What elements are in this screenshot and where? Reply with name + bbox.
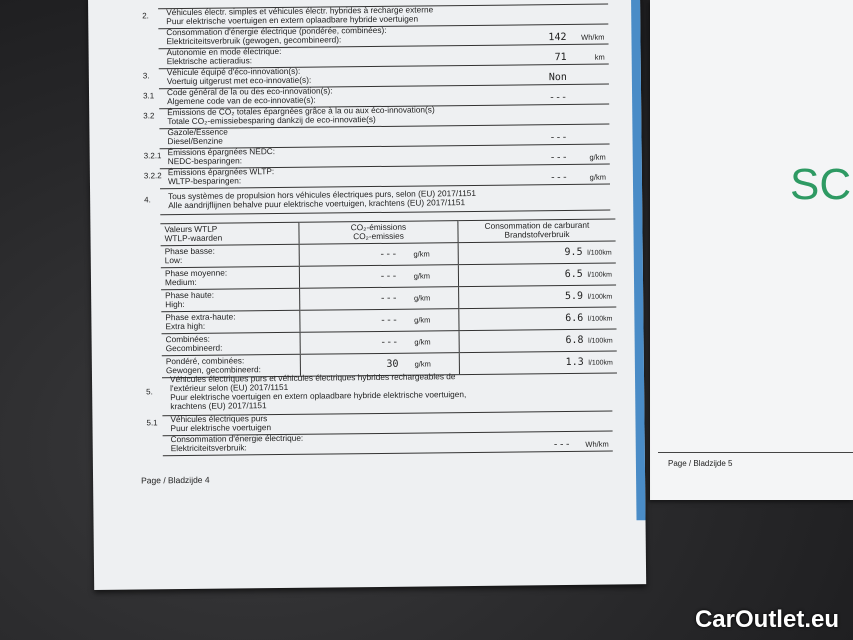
- co2-unit: g/km: [413, 271, 430, 281]
- row-number: 3.2.2: [143, 171, 162, 181]
- row-number: 3.2.1: [143, 151, 162, 161]
- co2-unit: g/km: [413, 249, 430, 259]
- co2-unit: g/km: [414, 359, 431, 369]
- co2-value: ---: [379, 270, 398, 282]
- form-row: 3.2.2 Émissions épargnées WLTP: WLTP-bespa…: [144, 163, 611, 190]
- row-number: 2.: [142, 11, 149, 21]
- row-text: WLTP-besparingen:: [167, 175, 242, 187]
- row-text: Totale CO₂-emissiebesparing dankzij de e…: [167, 113, 376, 127]
- row-text: Elektriciteitsverbruik:: [170, 442, 247, 454]
- row-text: Elektriciteitsverbruik (gewogen, gecombi…: [166, 34, 342, 47]
- row-value: ---: [548, 0, 566, 3]
- co2-value: ---: [379, 248, 398, 260]
- row-unit: km: [594, 52, 605, 62]
- watermark-logo: CarOutlet.eu: [694, 606, 839, 633]
- page-5-footer: Page / Bladzijde 5: [668, 459, 733, 468]
- header-co2: CO₂-emissies: [353, 230, 404, 242]
- co2-value: ---: [380, 336, 399, 348]
- row-text: Algemene code van de eco-innovatie(s):: [167, 94, 316, 107]
- row-text: Diesel/Benzine: [167, 135, 223, 147]
- page-5: SC Page / Bladzijde 5: [650, 0, 853, 500]
- row-number: 4.: [144, 195, 151, 205]
- phase-label: Medium:: [164, 276, 197, 288]
- fuel-unit: l/100km: [587, 315, 613, 323]
- row-value: ---: [549, 171, 568, 184]
- form-row: Consommation d'énergie électrique: Elektr…: [162, 430, 613, 457]
- fuel-value: 9.5: [564, 246, 583, 258]
- co2-value: ---: [379, 314, 399, 326]
- row-unit: Wh/km: [585, 439, 609, 449]
- page-5-heading: SC: [790, 160, 852, 209]
- fuel-unit: l/100km: [587, 293, 613, 301]
- row-text: Puur elektrische voertuigen: [170, 422, 272, 434]
- phase-label: High:: [165, 299, 185, 310]
- row-text: NEDC-besparingen:: [167, 155, 243, 167]
- header-label: WTLP-waarden: [164, 232, 223, 244]
- form-row: 5. Véhicules électriques purs et véhicule…: [146, 370, 613, 417]
- row-unit: Wh/km: [581, 32, 605, 42]
- co2-unit: g/km: [413, 293, 431, 303]
- fuel-unit: l/100km: [588, 359, 613, 367]
- co2-value: ---: [379, 292, 398, 304]
- co2-unit: g/km: [414, 315, 431, 325]
- fuel-unit: l/100km: [587, 249, 612, 257]
- row-number: 3.: [142, 71, 150, 81]
- form-row: 4. Tous systèmes de propulsion hors véhic…: [144, 187, 611, 216]
- co2-value: 30: [386, 358, 399, 370]
- phase-label: Low:: [164, 255, 183, 266]
- fuel-unit: l/100km: [587, 271, 612, 279]
- row-value: Non: [548, 71, 567, 84]
- fuel-value: 5.9: [564, 290, 584, 302]
- row-unit: g/km: [589, 152, 606, 162]
- row-text: Elektrische actieradius:: [166, 55, 253, 67]
- header-fuel: Brandstofverbruik: [504, 228, 570, 240]
- row-text: Puur elektrische voertuigen en extern op…: [166, 13, 419, 27]
- row-number: 5.: [146, 387, 153, 397]
- row-text: Voertuig uitgerust met eco-innovatie(s):: [166, 74, 312, 87]
- page-4-footer: Page / Bladzijde 4: [141, 474, 210, 486]
- row-value: 71: [554, 51, 567, 64]
- page-4: Verificatiefactor:---2.Véhicules électr.…: [88, 0, 647, 590]
- row-text: Alle aandrijflijnen behalve puur elektri…: [168, 197, 466, 211]
- row-value: ---: [548, 91, 568, 104]
- row-number: 3.2: [143, 111, 155, 121]
- row-value: ---: [552, 438, 571, 451]
- row-value: 142: [548, 31, 567, 44]
- row-number: 5.1: [146, 418, 158, 428]
- row-text: krachtens (EU) 2017/1151: [170, 400, 267, 412]
- fuel-value: 1.3: [565, 356, 584, 368]
- co2-unit: g/km: [414, 337, 431, 347]
- page-5-footer-rule: [658, 452, 853, 453]
- row-value: ---: [549, 131, 568, 144]
- fuel-value: 6.5: [564, 268, 583, 280]
- row-number: 3.1: [143, 91, 155, 101]
- fuel-value: 6.6: [565, 312, 584, 324]
- phase-label: Extra high:: [165, 320, 206, 332]
- row-unit: g/km: [589, 172, 606, 182]
- wltp-table: Valeurs WTLP WTLP-waarden CO₂-émissions CO…: [160, 218, 617, 378]
- fuel-unit: l/100km: [588, 337, 613, 345]
- fuel-value: 6.8: [565, 334, 584, 346]
- row-value: ---: [549, 151, 568, 164]
- phase-label: Gecombineerd:: [165, 342, 223, 354]
